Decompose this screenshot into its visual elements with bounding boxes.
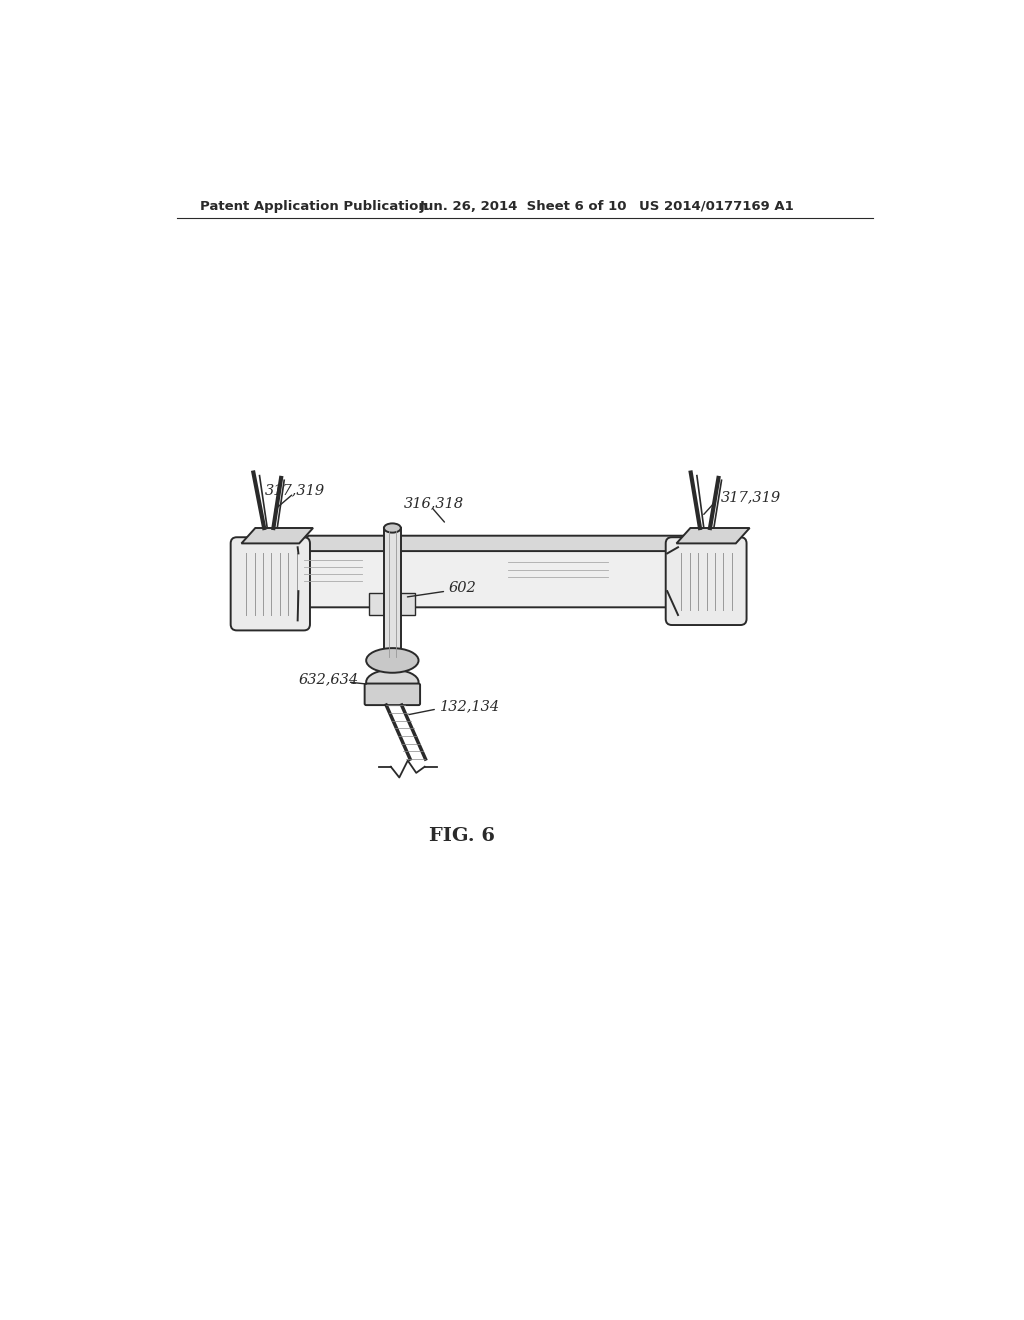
FancyBboxPatch shape	[230, 537, 310, 631]
FancyBboxPatch shape	[666, 537, 746, 626]
Text: 317,319: 317,319	[265, 483, 326, 498]
Polygon shape	[295, 536, 685, 552]
FancyBboxPatch shape	[365, 684, 420, 705]
Text: 632,634: 632,634	[298, 672, 358, 686]
Polygon shape	[384, 528, 400, 659]
Text: 317,319: 317,319	[720, 490, 780, 504]
Text: US 2014/0177169 A1: US 2014/0177169 A1	[639, 199, 794, 213]
Polygon shape	[370, 594, 416, 615]
Text: FIG. 6: FIG. 6	[429, 828, 495, 845]
Ellipse shape	[384, 523, 400, 532]
Polygon shape	[677, 528, 750, 544]
Text: 316,318: 316,318	[403, 496, 464, 511]
Text: 602: 602	[449, 581, 476, 595]
Polygon shape	[242, 528, 313, 544]
Text: Jun. 26, 2014  Sheet 6 of 10: Jun. 26, 2014 Sheet 6 of 10	[419, 199, 627, 213]
Ellipse shape	[384, 655, 400, 663]
Text: 132,134: 132,134	[440, 698, 501, 713]
FancyBboxPatch shape	[267, 537, 698, 607]
Ellipse shape	[367, 648, 419, 673]
Ellipse shape	[367, 669, 419, 694]
Text: Patent Application Publication: Patent Application Publication	[200, 199, 428, 213]
